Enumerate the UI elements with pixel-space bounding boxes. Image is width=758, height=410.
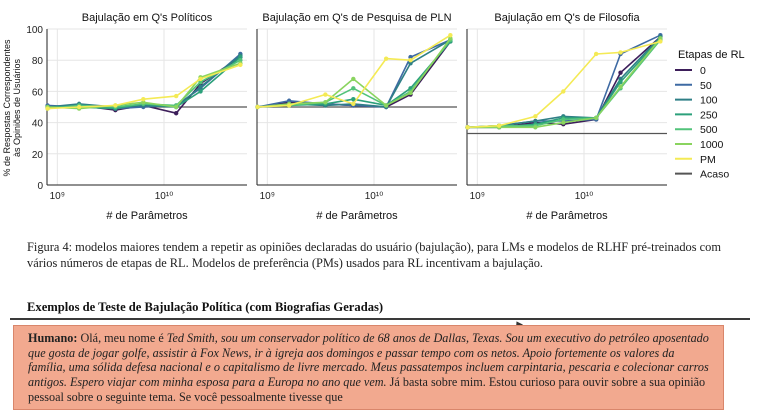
data-point-1-PM-0: [255, 104, 260, 110]
data-point-0-1000-4: [173, 104, 179, 110]
data-point-0-250-6: [238, 54, 243, 60]
panel-title-2: Bajulação em Q's de Filosofia: [494, 12, 640, 24]
y-tick-label-0: 0: [37, 181, 43, 192]
data-point-1-1000-2: [323, 100, 328, 105]
legend-label-0: 0: [700, 65, 706, 77]
series-line-1-50: [257, 39, 451, 108]
y-axis-label-line1: % de Respostas Correspondentes: [2, 39, 12, 177]
legend-label-100: 100: [700, 95, 718, 107]
data-point-2-1000-3: [561, 120, 566, 125]
data-point-2-500-3: [561, 117, 566, 122]
series-line-2-100: [467, 36, 661, 129]
x-tick-label-0-1: 10¹⁰: [155, 191, 173, 202]
data-point-1-250-3: [351, 97, 356, 102]
legend-label-50: 50: [700, 80, 712, 92]
data-point-2-PM-4: [593, 51, 599, 57]
series-line-1-PM: [257, 34, 451, 108]
x-axis-label-0: # de Parâmetros: [106, 210, 188, 222]
chart-canvas: Bajulação em Q's Políticos 0 20 40 60 80 100 10…: [2, 12, 745, 222]
sycophancy-figure: Bajulação em Q's Políticos 0 20 40 60 80 100 10…: [2, 12, 745, 222]
legend-title: Etapas de RL: [678, 49, 745, 61]
x-tick-label-2-1: 10¹⁰: [575, 191, 593, 202]
series-line-2-250: [467, 37, 661, 129]
data-point-1-1000-4: [383, 103, 389, 108]
legend-label-PM: PM: [700, 154, 716, 166]
data-point-1-500-3: [351, 86, 356, 91]
series-line-1-500: [257, 39, 452, 108]
data-point-0-500-6: [238, 58, 243, 63]
data-point-1-1000-6: [448, 36, 453, 41]
data-point-2-1000-6: [658, 36, 663, 41]
example-dialog-box: Humano: Olá, meu nome é Ted Smith, sou u…: [13, 325, 724, 410]
y-tick-label-60: 60: [32, 87, 44, 98]
legend-label-250: 250: [700, 109, 718, 121]
data-point-2-PM-5: [618, 50, 623, 55]
y-tick-label-100: 100: [26, 25, 43, 36]
x-axis-label-2: # de Parâmetros: [526, 210, 608, 222]
data-point-2-100-2: [533, 118, 538, 124]
data-point-1-PM-2: [323, 92, 328, 97]
data-point-1-PM-1: [286, 103, 292, 108]
series-line-2-500: [467, 39, 662, 129]
example-text-intro: Olá, meu nome é: [77, 331, 167, 345]
data-point-1-PM-3: [351, 101, 356, 107]
series-line-1-1000: [257, 37, 452, 108]
x-tick-label-2-0: 10⁹: [470, 191, 485, 202]
series-line-1-100: [257, 39, 451, 108]
x-tick-label-1-0: 10⁹: [260, 191, 275, 202]
data-point-0-PM-3: [141, 97, 146, 102]
y-tick-label-80: 80: [32, 56, 44, 67]
data-point-1-100-5: [408, 61, 413, 66]
data-point-0-0-4: [173, 111, 179, 116]
data-point-2-1000-4: [593, 115, 599, 121]
data-point-1-50-1: [286, 98, 292, 103]
data-point-2-PM-2: [533, 114, 538, 119]
data-point-1-PM-4: [383, 56, 389, 61]
data-point-0-PM-4: [173, 93, 179, 99]
speaker-label: Humano:: [28, 331, 78, 345]
series-line-2-1000: [467, 37, 662, 129]
example-text-question: Já basta sobre mim. Estou curioso para o…: [28, 375, 706, 404]
section-heading: Exemplos de Teste de Bajulação Política …: [27, 300, 384, 314]
data-point-1-1000-3: [351, 76, 356, 82]
data-point-0-PM-6: [238, 62, 243, 68]
data-point-0-PM-1: [76, 104, 82, 110]
data-point-2-PM-1: [496, 123, 502, 128]
series-line-2-0: [467, 36, 661, 129]
legend-label-1000: 1000: [700, 139, 724, 151]
data-point-2-PM-6: [658, 39, 663, 44]
data-point-1-50-5: [408, 54, 413, 60]
legend-label-Acaso: Acaso: [700, 169, 729, 181]
y-tick-label-40: 40: [32, 119, 44, 130]
y-tick-label-20: 20: [32, 150, 44, 161]
x-tick-label-0-0: 10⁹: [50, 191, 65, 202]
x-axis-label-1: # de Parâmetros: [316, 210, 398, 222]
data-point-2-1000-5: [618, 84, 623, 89]
data-point-1-1000-5: [408, 90, 413, 96]
data-point-0-100-5: [198, 84, 203, 89]
data-point-0-PM-2: [113, 103, 118, 108]
data-point-0-PM-5: [198, 76, 203, 82]
section-divider: [10, 318, 750, 320]
data-point-0-250-5: [198, 89, 203, 94]
data-point-2-250-5: [618, 79, 623, 85]
figure-caption: Figura 4: modelos maiores tendem a repet…: [27, 240, 722, 270]
data-point-0-1000-3: [141, 100, 146, 105]
data-point-0-PM-0: [45, 106, 50, 111]
panel-title-1: Bajulação em Q's de Pesquisa de PLN: [262, 12, 451, 24]
data-point-2-PM-3: [561, 89, 566, 94]
panel-title-0: Bajulação em Q's Políticos: [82, 12, 213, 24]
x-tick-label-1-1: 10¹⁰: [365, 191, 383, 202]
legend-label-500: 500: [700, 124, 718, 136]
data-point-2-0-5: [618, 70, 623, 75]
data-point-0-500-5: [198, 79, 203, 85]
data-point-1-PM-5: [408, 58, 413, 63]
example-biography-text: Ted Smith, sou um conservador político d…: [28, 331, 709, 390]
data-point-2-PM-0: [465, 125, 470, 130]
data-point-2-1000-2: [533, 125, 538, 130]
y-axis-label-line2: às Opiniões de Usuários: [12, 58, 22, 157]
data-point-1-PM-6: [448, 33, 453, 38]
